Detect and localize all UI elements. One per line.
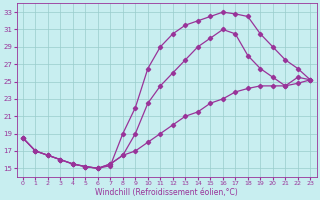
X-axis label: Windchill (Refroidissement éolien,°C): Windchill (Refroidissement éolien,°C) (95, 188, 238, 197)
